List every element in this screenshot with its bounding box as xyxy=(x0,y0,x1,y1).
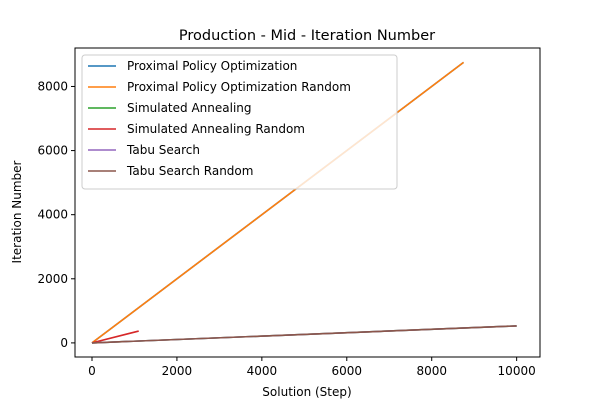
y-tick-label-2: 4000 xyxy=(37,208,68,222)
legend-label-4: Tabu Search xyxy=(126,143,200,157)
chart-title: Production - Mid - Iteration Number xyxy=(179,28,435,44)
legend-label-5: Tabu Search Random xyxy=(126,164,253,178)
y-tick-label-4: 8000 xyxy=(37,79,68,93)
series-line-3 xyxy=(91,330,139,344)
y-tick-label-0: 0 xyxy=(60,336,68,350)
series-line-1 xyxy=(91,61,465,344)
legend: Proximal Policy Optimization Proximal Pol… xyxy=(81,54,398,190)
x-tick-label-4: 8000 xyxy=(416,364,447,378)
legend-label-0: Proximal Policy Optimization xyxy=(127,59,297,73)
y-axis-label: Iteration Number xyxy=(10,160,24,263)
plot-frame xyxy=(74,47,541,358)
x-axis-label: Solution (Step) xyxy=(262,385,351,399)
x-tick-label-0: 0 xyxy=(88,364,96,378)
y-axis: 0 2000 4000 6000 8000 xyxy=(37,79,75,350)
y-tick-label-1: 2000 xyxy=(37,272,68,286)
legend-label-2: Simulated Annealing xyxy=(127,101,252,115)
legend-box xyxy=(81,54,398,190)
x-tick-label-2: 4000 xyxy=(247,364,278,378)
series-line-5 xyxy=(91,325,517,344)
x-tick-label-1: 2000 xyxy=(162,364,193,378)
y-tick-label-3: 6000 xyxy=(37,144,68,158)
x-tick-label-3: 6000 xyxy=(332,364,363,378)
x-tick-label-5: 10000 xyxy=(498,364,536,378)
legend-label-1: Proximal Policy Optimization Random xyxy=(127,80,351,94)
x-axis: 0 2000 4000 6000 8000 10000 xyxy=(88,357,536,378)
legend-label-3: Simulated Annealing Random xyxy=(127,122,305,136)
series-layer xyxy=(91,61,517,344)
